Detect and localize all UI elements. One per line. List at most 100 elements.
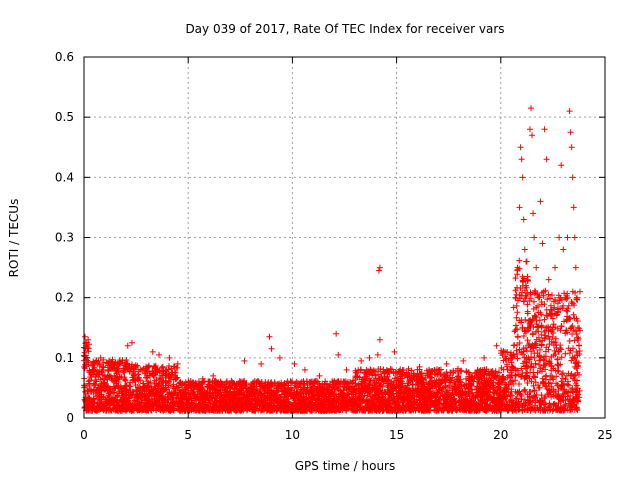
data-point: [387, 381, 394, 388]
data-point: [530, 210, 537, 217]
data-point: [481, 354, 488, 361]
data-point: [545, 333, 552, 340]
data-point: [434, 389, 441, 396]
data-point: [258, 360, 265, 367]
data-point: [524, 310, 531, 317]
data-point: [163, 379, 170, 386]
data-point: [203, 393, 210, 400]
data-point: [308, 406, 315, 413]
data-point: [231, 400, 238, 407]
data-point: [160, 396, 167, 403]
data-point: [559, 375, 566, 382]
data-point: [425, 392, 432, 399]
data-point: [514, 309, 521, 316]
data-point: [443, 360, 450, 367]
data-point: [192, 393, 199, 400]
data-point: [156, 351, 163, 358]
data-point: [557, 327, 564, 334]
data-point: [529, 132, 536, 139]
data-point: [297, 390, 304, 397]
data-point: [521, 298, 528, 305]
data-point: [576, 288, 583, 295]
data-point: [561, 290, 568, 297]
data-point: [570, 395, 577, 402]
data-point: [199, 400, 206, 407]
data-point: [573, 349, 580, 356]
data-point: [531, 354, 538, 361]
data-point: [367, 366, 374, 373]
data-point: [550, 298, 557, 305]
data-point: [91, 402, 98, 409]
data-point: [375, 371, 382, 378]
data-point: [378, 373, 385, 380]
data-point: [351, 383, 358, 390]
data-point: [390, 379, 397, 386]
data-point: [490, 379, 497, 386]
data-point: [566, 350, 573, 357]
data-point: [281, 381, 288, 388]
data-point: [209, 390, 216, 397]
data-point: [534, 324, 541, 331]
data-point: [90, 366, 97, 373]
data-point: [163, 370, 170, 377]
data-point: [573, 365, 580, 372]
data-point: [376, 336, 383, 343]
data-point: [508, 359, 515, 366]
data-point: [559, 370, 566, 377]
data-point: [447, 397, 454, 404]
data-point: [170, 398, 177, 405]
data-point: [531, 387, 538, 394]
data-point: [133, 388, 140, 395]
data-point: [132, 404, 139, 411]
data-point: [562, 396, 569, 403]
data-point: [291, 407, 298, 414]
data-point: [326, 401, 333, 408]
data-point: [558, 371, 565, 378]
data-point: [529, 316, 536, 323]
data-point: [428, 383, 435, 390]
data-point: [512, 295, 519, 302]
data-point: [532, 313, 539, 320]
data-points: [81, 105, 583, 414]
data-point: [465, 388, 472, 395]
data-point: [492, 368, 499, 375]
data-point: [358, 376, 365, 383]
data-point: [557, 403, 564, 410]
data-point: [125, 394, 132, 401]
data-point: [536, 346, 543, 353]
data-point: [550, 365, 557, 372]
data-point: [538, 289, 545, 296]
data-point: [376, 264, 383, 271]
data-point: [571, 337, 578, 344]
data-point: [342, 407, 349, 414]
data-point: [442, 398, 449, 405]
data-point: [409, 406, 416, 413]
data-point: [567, 129, 574, 136]
data-point: [311, 391, 318, 398]
data-point: [512, 322, 519, 329]
data-point: [534, 302, 541, 309]
data-point: [546, 407, 553, 414]
data-point: [130, 388, 137, 395]
data-point: [538, 398, 545, 405]
data-point: [132, 363, 139, 370]
data-point: [375, 366, 382, 373]
data-point: [576, 347, 583, 354]
data-point: [539, 368, 546, 375]
data-point: [513, 314, 520, 321]
data-point: [82, 333, 89, 340]
data-point: [520, 360, 527, 367]
data-point: [539, 375, 546, 382]
data-point: [525, 407, 532, 414]
data-point: [537, 309, 544, 316]
data-point: [570, 311, 577, 318]
data-point: [141, 391, 148, 398]
data-point: [255, 378, 262, 385]
data-point: [465, 369, 472, 376]
data-point: [330, 383, 337, 390]
data-point: [563, 295, 570, 302]
data-point: [534, 404, 541, 411]
data-point: [562, 350, 569, 357]
data-point: [570, 204, 577, 211]
data-point: [517, 373, 524, 380]
